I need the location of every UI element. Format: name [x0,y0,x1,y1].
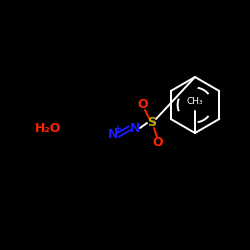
Text: CH₃: CH₃ [187,97,203,106]
Text: S: S [148,116,156,130]
Text: O: O [153,136,163,148]
Text: H₂O: H₂O [35,122,61,134]
Text: N: N [108,128,118,141]
Text: N: N [130,122,140,134]
Text: +: + [114,124,122,134]
Text: O: O [138,98,148,112]
